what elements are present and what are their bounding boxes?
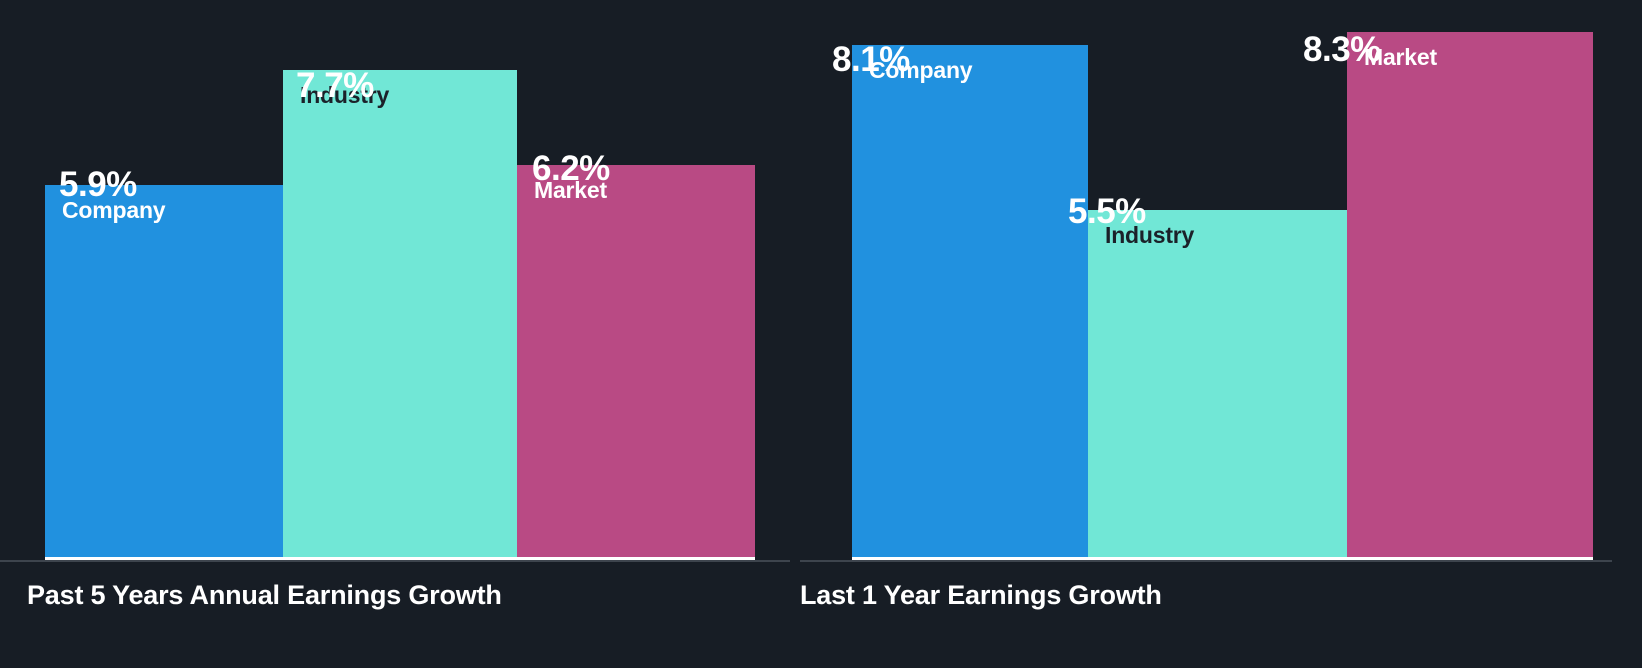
x-axis-line-panel-1 — [800, 560, 1612, 562]
value-label-market: 6.2% — [532, 149, 610, 188]
panel-title-past-5-years: Past 5 Years Annual Earnings Growth — [27, 580, 502, 610]
x-axis-line-panel-0 — [0, 560, 790, 562]
value-label-company: 5.9% — [59, 165, 137, 204]
bar-market[interactable]: Market — [1347, 32, 1593, 560]
value-label-company: 8.1% — [832, 40, 910, 79]
bar-group-panel-1: Company Industry Market — [800, 0, 1612, 560]
chart-panel-past-5-years: Company Industry Market 5.9% 7.7% 6.2% P… — [0, 0, 790, 668]
bar-label-market: Market — [534, 177, 607, 203]
bar-market[interactable]: Market — [517, 165, 755, 560]
value-label-industry: 7.7% — [296, 66, 374, 105]
chart-panel-last-1-year: Company Industry Market 8.1% 5.5% 8.3% L… — [800, 0, 1612, 668]
bar-company[interactable]: Company — [852, 45, 1088, 560]
bar-label-industry: Industry — [300, 82, 390, 108]
plot-area-panel-0: Company Industry Market — [0, 0, 790, 562]
bar-label-market: Market — [1364, 44, 1437, 70]
bar-industry[interactable]: Industry — [283, 70, 517, 560]
bar-industry[interactable]: Industry — [1088, 210, 1347, 560]
value-label-market: 8.3% — [1303, 30, 1381, 69]
bar-group-panel-0: Company Industry Market — [0, 0, 790, 560]
value-label-industry: 5.5% — [1068, 192, 1146, 231]
bar-label-company: Company — [869, 57, 973, 83]
panel-title-last-1-year: Last 1 Year Earnings Growth — [800, 580, 1162, 610]
bar-label-industry: Industry — [1105, 222, 1195, 248]
plot-area-panel-1: Company Industry Market — [800, 0, 1612, 562]
bar-company[interactable]: Company — [45, 185, 283, 560]
bar-label-company: Company — [62, 197, 166, 223]
